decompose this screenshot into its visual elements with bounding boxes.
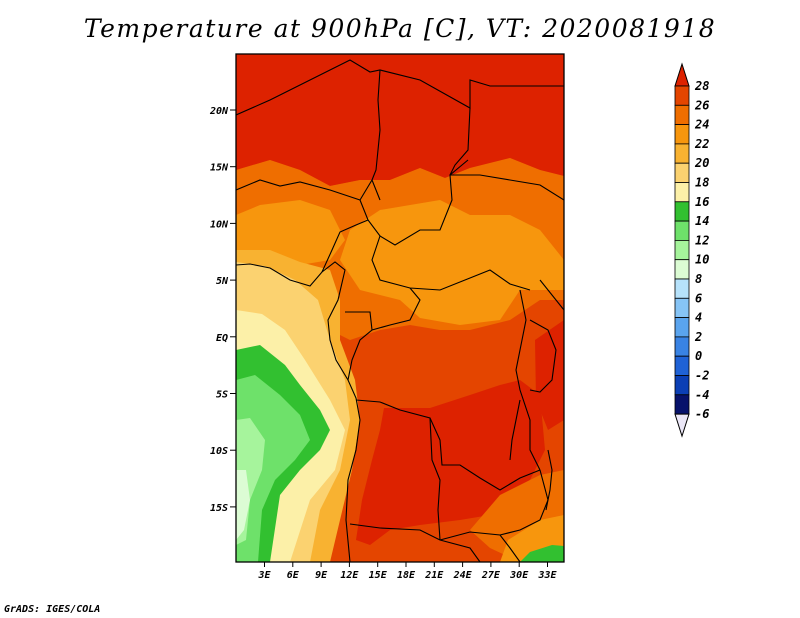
colorbar-segment — [674, 297, 690, 318]
border-east-lakes — [529, 319, 557, 393]
colorbar-segment — [674, 124, 690, 145]
credit-text: GrADS: IGES/COLA — [4, 604, 101, 615]
colorbar-segment — [674, 278, 690, 299]
country-borders — [236, 59, 564, 562]
colorbar-segment — [674, 259, 690, 280]
border-kenya — [539, 279, 564, 311]
colorbar-label: 6 — [695, 291, 702, 305]
colorbar-segment — [674, 162, 690, 183]
band-8 — [236, 470, 250, 540]
colorbar-label: 22 — [694, 137, 709, 151]
lon-tick-label: 33E — [537, 570, 557, 581]
coastline — [236, 261, 361, 562]
colorbar-segment — [674, 239, 690, 261]
lon-tick-label: 12E — [340, 570, 359, 581]
lon-tick-label: 24E — [453, 570, 473, 581]
colorbar-label: 28 — [694, 79, 709, 93]
border-lake-malawi — [545, 449, 553, 511]
band-southeast-14 — [520, 545, 564, 562]
colorbar-label: 2 — [694, 330, 702, 344]
colorbar-bottom-arrow — [674, 413, 690, 438]
longitude-axis: 3E 6E 9E 12E 15E 18E 21E 24E 27E 30E 33E — [257, 562, 558, 581]
lat-tick-label: 15N — [210, 163, 229, 174]
colorbar-segment — [674, 336, 690, 357]
border-angola-zambia — [429, 417, 441, 541]
colorbar-label: -6 — [695, 407, 709, 421]
border-lake-tanganyika — [509, 399, 521, 461]
border-zambezi — [439, 531, 521, 562]
lat-tick-label: 5S — [216, 390, 228, 401]
lon-tick-label: 18E — [397, 570, 416, 581]
border-nigeria — [236, 179, 361, 201]
colorbar-label: 14 — [695, 214, 709, 228]
border-drc-east — [515, 289, 541, 471]
colorbar-segment — [674, 85, 690, 106]
colorbar-label: 0 — [695, 349, 702, 363]
colorbar-label: -4 — [695, 388, 709, 402]
border-sahara-2 — [371, 69, 381, 201]
map-frame — [235, 53, 565, 563]
latitude-axis: 20N 15N 10N 5N EQ 5S 10S 15S — [209, 106, 236, 514]
map-title: Temperature at 900hPa [C], VT: 202008191… — [83, 14, 717, 43]
border-angola — [349, 523, 481, 562]
colorbar-segment — [674, 143, 690, 164]
colorbar-label: 26 — [694, 98, 709, 112]
border-car — [371, 235, 531, 291]
border-drc-south — [355, 399, 541, 491]
border-chad — [359, 159, 469, 246]
border-sudan — [450, 174, 564, 201]
border-sahara-1 — [236, 59, 564, 116]
band-22-west — [236, 200, 345, 265]
lon-tick-label: 30E — [509, 570, 529, 581]
lat-tick-label: EQ — [216, 333, 228, 344]
colorbar-label: 4 — [695, 311, 702, 325]
colorbar-label: 12 — [695, 233, 709, 247]
border-libya-sudan — [449, 107, 471, 176]
lon-tick-label: 6E — [287, 570, 300, 581]
border-congo-drc — [371, 287, 421, 331]
lon-tick-label: 3E — [257, 570, 271, 581]
colorbar-segment — [674, 355, 690, 376]
border-cameroon — [321, 219, 369, 273]
colorbar-label: 8 — [695, 272, 702, 286]
lat-tick-label: 5N — [216, 276, 229, 287]
colorbar-label: 20 — [694, 156, 709, 170]
colorbar-segment — [674, 220, 690, 241]
lon-tick-label: 15E — [369, 570, 388, 581]
band-north-hot — [236, 54, 564, 186]
colorbar-label: 10 — [695, 253, 709, 267]
lat-tick-label: 15S — [210, 503, 228, 514]
border-mozambique — [499, 469, 549, 536]
colorbar-label: 24 — [694, 118, 709, 132]
lon-tick-label: 9E — [315, 570, 328, 581]
colorbar-label: 16 — [695, 195, 709, 209]
temperature-field — [236, 54, 564, 562]
colorbar-label: -2 — [695, 369, 709, 383]
colorbar-segment — [674, 394, 690, 415]
lat-tick-label: 10S — [210, 446, 228, 457]
colorbar-top-arrow — [674, 62, 690, 87]
band-east-hot — [535, 320, 564, 430]
lon-tick-label: 21E — [424, 570, 444, 581]
band-22-central — [340, 200, 564, 325]
colorbar-label: 18 — [695, 176, 709, 190]
colorbar-segment — [674, 317, 690, 338]
colorbar-segment — [674, 201, 690, 222]
band-12 — [236, 375, 310, 562]
border-gabon-congo — [345, 311, 373, 381]
lat-tick-label: 20N — [209, 106, 229, 117]
lat-tick-label: 10N — [210, 219, 229, 230]
colorbar-segment — [674, 375, 690, 396]
colorbar-segment — [674, 182, 690, 203]
colorbar-segment — [674, 104, 690, 126]
lon-tick-label: 27E — [481, 570, 501, 581]
